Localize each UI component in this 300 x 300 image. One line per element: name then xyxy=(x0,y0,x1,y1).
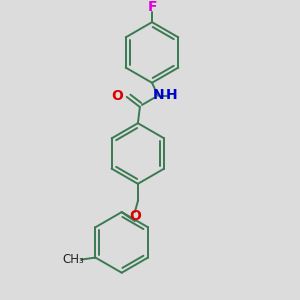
Text: H: H xyxy=(165,88,177,102)
Text: N: N xyxy=(152,88,164,102)
Text: O: O xyxy=(112,89,124,103)
Text: CH₃: CH₃ xyxy=(62,253,84,266)
Text: O: O xyxy=(129,209,141,223)
Text: F: F xyxy=(147,0,157,14)
